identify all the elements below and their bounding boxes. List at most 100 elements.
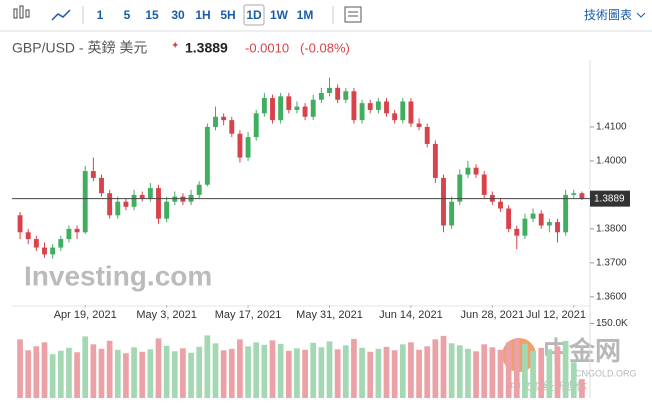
volume-bar <box>302 349 308 398</box>
volume-bar <box>383 346 390 398</box>
volume-bar <box>432 339 439 398</box>
volume-bar <box>408 342 414 398</box>
candle-body <box>278 96 284 121</box>
y-tick-label: 1.4000 <box>596 156 627 167</box>
volume-bar <box>326 341 333 398</box>
timeframe-button[interactable]: 30 <box>171 8 185 22</box>
candle-body <box>473 167 479 175</box>
watermark: Investing.com <box>24 260 212 291</box>
volume-bar <box>82 336 89 398</box>
volume-bar <box>98 348 105 398</box>
volume-bar <box>285 350 292 398</box>
volume-bar <box>261 344 268 398</box>
timeframe-button[interactable]: 5 <box>124 8 131 22</box>
candle-body <box>302 106 308 117</box>
candle-body <box>498 201 503 209</box>
last-price-label: 1.3889 <box>594 193 625 204</box>
volume-bar <box>375 348 382 398</box>
volume-bar <box>269 340 276 398</box>
volume-bar <box>481 344 488 398</box>
candle-body <box>25 232 31 240</box>
selected-frame <box>243 4 265 26</box>
volume-bar <box>294 348 300 398</box>
timeframe-button[interactable]: 1H <box>195 8 210 22</box>
candle-icon[interactable] <box>13 5 30 19</box>
volume-bar <box>579 379 585 398</box>
volume-bar <box>237 339 243 398</box>
volume-bar <box>57 350 64 398</box>
x-tick-label: Apr 19, 2021 <box>54 309 117 321</box>
candle-body <box>156 188 161 219</box>
volume-bar <box>139 351 146 398</box>
volume-bar <box>399 344 406 398</box>
volume-bar <box>318 347 325 398</box>
volume-bar <box>17 339 23 398</box>
symbol: GBP/USD - 英鎊 美元 <box>12 40 147 56</box>
volume-bar <box>334 349 341 398</box>
candle-body <box>74 228 80 233</box>
volume-bar <box>90 344 97 398</box>
volume-bar <box>155 338 162 398</box>
candle-body <box>530 213 536 219</box>
volume-bar <box>530 350 536 398</box>
candle-body <box>99 177 104 194</box>
volume-bar <box>424 346 431 398</box>
candle-body <box>115 201 121 216</box>
star-icon[interactable]: ✦ <box>171 41 179 52</box>
candle-body <box>310 99 316 117</box>
candle-body <box>294 106 300 110</box>
candle-body <box>245 137 251 158</box>
candle-body <box>237 133 243 158</box>
candle-body <box>563 194 569 233</box>
x-tick-label: Jun 28, 2021 <box>461 309 525 321</box>
watermark: CNGOLD.ORG <box>575 368 637 378</box>
candle-body <box>506 208 512 229</box>
candle-body <box>571 193 577 195</box>
volume-bar <box>228 348 235 398</box>
timeframe-button[interactable]: 1D <box>246 8 262 22</box>
candle-body <box>400 101 406 121</box>
x-tick-label: Jul 12, 2021 <box>526 309 586 321</box>
timeframe-button[interactable]: 15 <box>145 8 159 22</box>
candle-body <box>441 177 446 226</box>
settings-icon[interactable] <box>344 6 362 23</box>
volume-bar <box>171 351 178 398</box>
volume-bar <box>310 342 317 398</box>
y-tick-label: 1.3800 <box>596 224 627 235</box>
candle-body <box>327 87 332 93</box>
volume-bar <box>212 343 219 398</box>
y-tick-label: 1.4100 <box>596 122 627 133</box>
technical-chart-button[interactable]: 技術圖表 <box>584 8 632 22</box>
x-tick-label: May 3, 2021 <box>136 309 197 321</box>
line-icon[interactable] <box>51 9 71 21</box>
timeframe-button[interactable]: 5H <box>220 8 235 22</box>
candle-body <box>123 201 129 207</box>
candle-body <box>392 113 398 121</box>
volume-bar <box>456 345 463 398</box>
volume-bar <box>513 338 520 398</box>
timeframe-button[interactable]: 1W <box>270 8 289 22</box>
volume-bar <box>245 346 251 398</box>
candle-body <box>359 103 365 121</box>
candle-body <box>270 98 275 121</box>
volume-bar <box>554 346 561 398</box>
candle-body <box>546 222 552 226</box>
candle-body <box>416 123 422 127</box>
last-price: 1.3889 <box>185 40 228 56</box>
timeframe-button[interactable]: 1M <box>297 8 314 22</box>
candle-body <box>139 194 145 199</box>
candle-body <box>172 196 178 202</box>
timeframe-button[interactable]: 1 <box>97 8 104 22</box>
price-change-pct: (-0.08%) <box>300 40 350 55</box>
candle-body <box>318 92 324 100</box>
candle-body <box>66 228 72 240</box>
volume-bar <box>359 347 365 398</box>
dropdown-arrow <box>636 12 646 18</box>
volume-bar <box>253 342 260 398</box>
candle-body <box>164 201 170 219</box>
candle-body <box>514 228 520 236</box>
candle-body <box>42 247 47 255</box>
last-price-box <box>590 190 630 207</box>
volume-bar <box>106 340 113 398</box>
